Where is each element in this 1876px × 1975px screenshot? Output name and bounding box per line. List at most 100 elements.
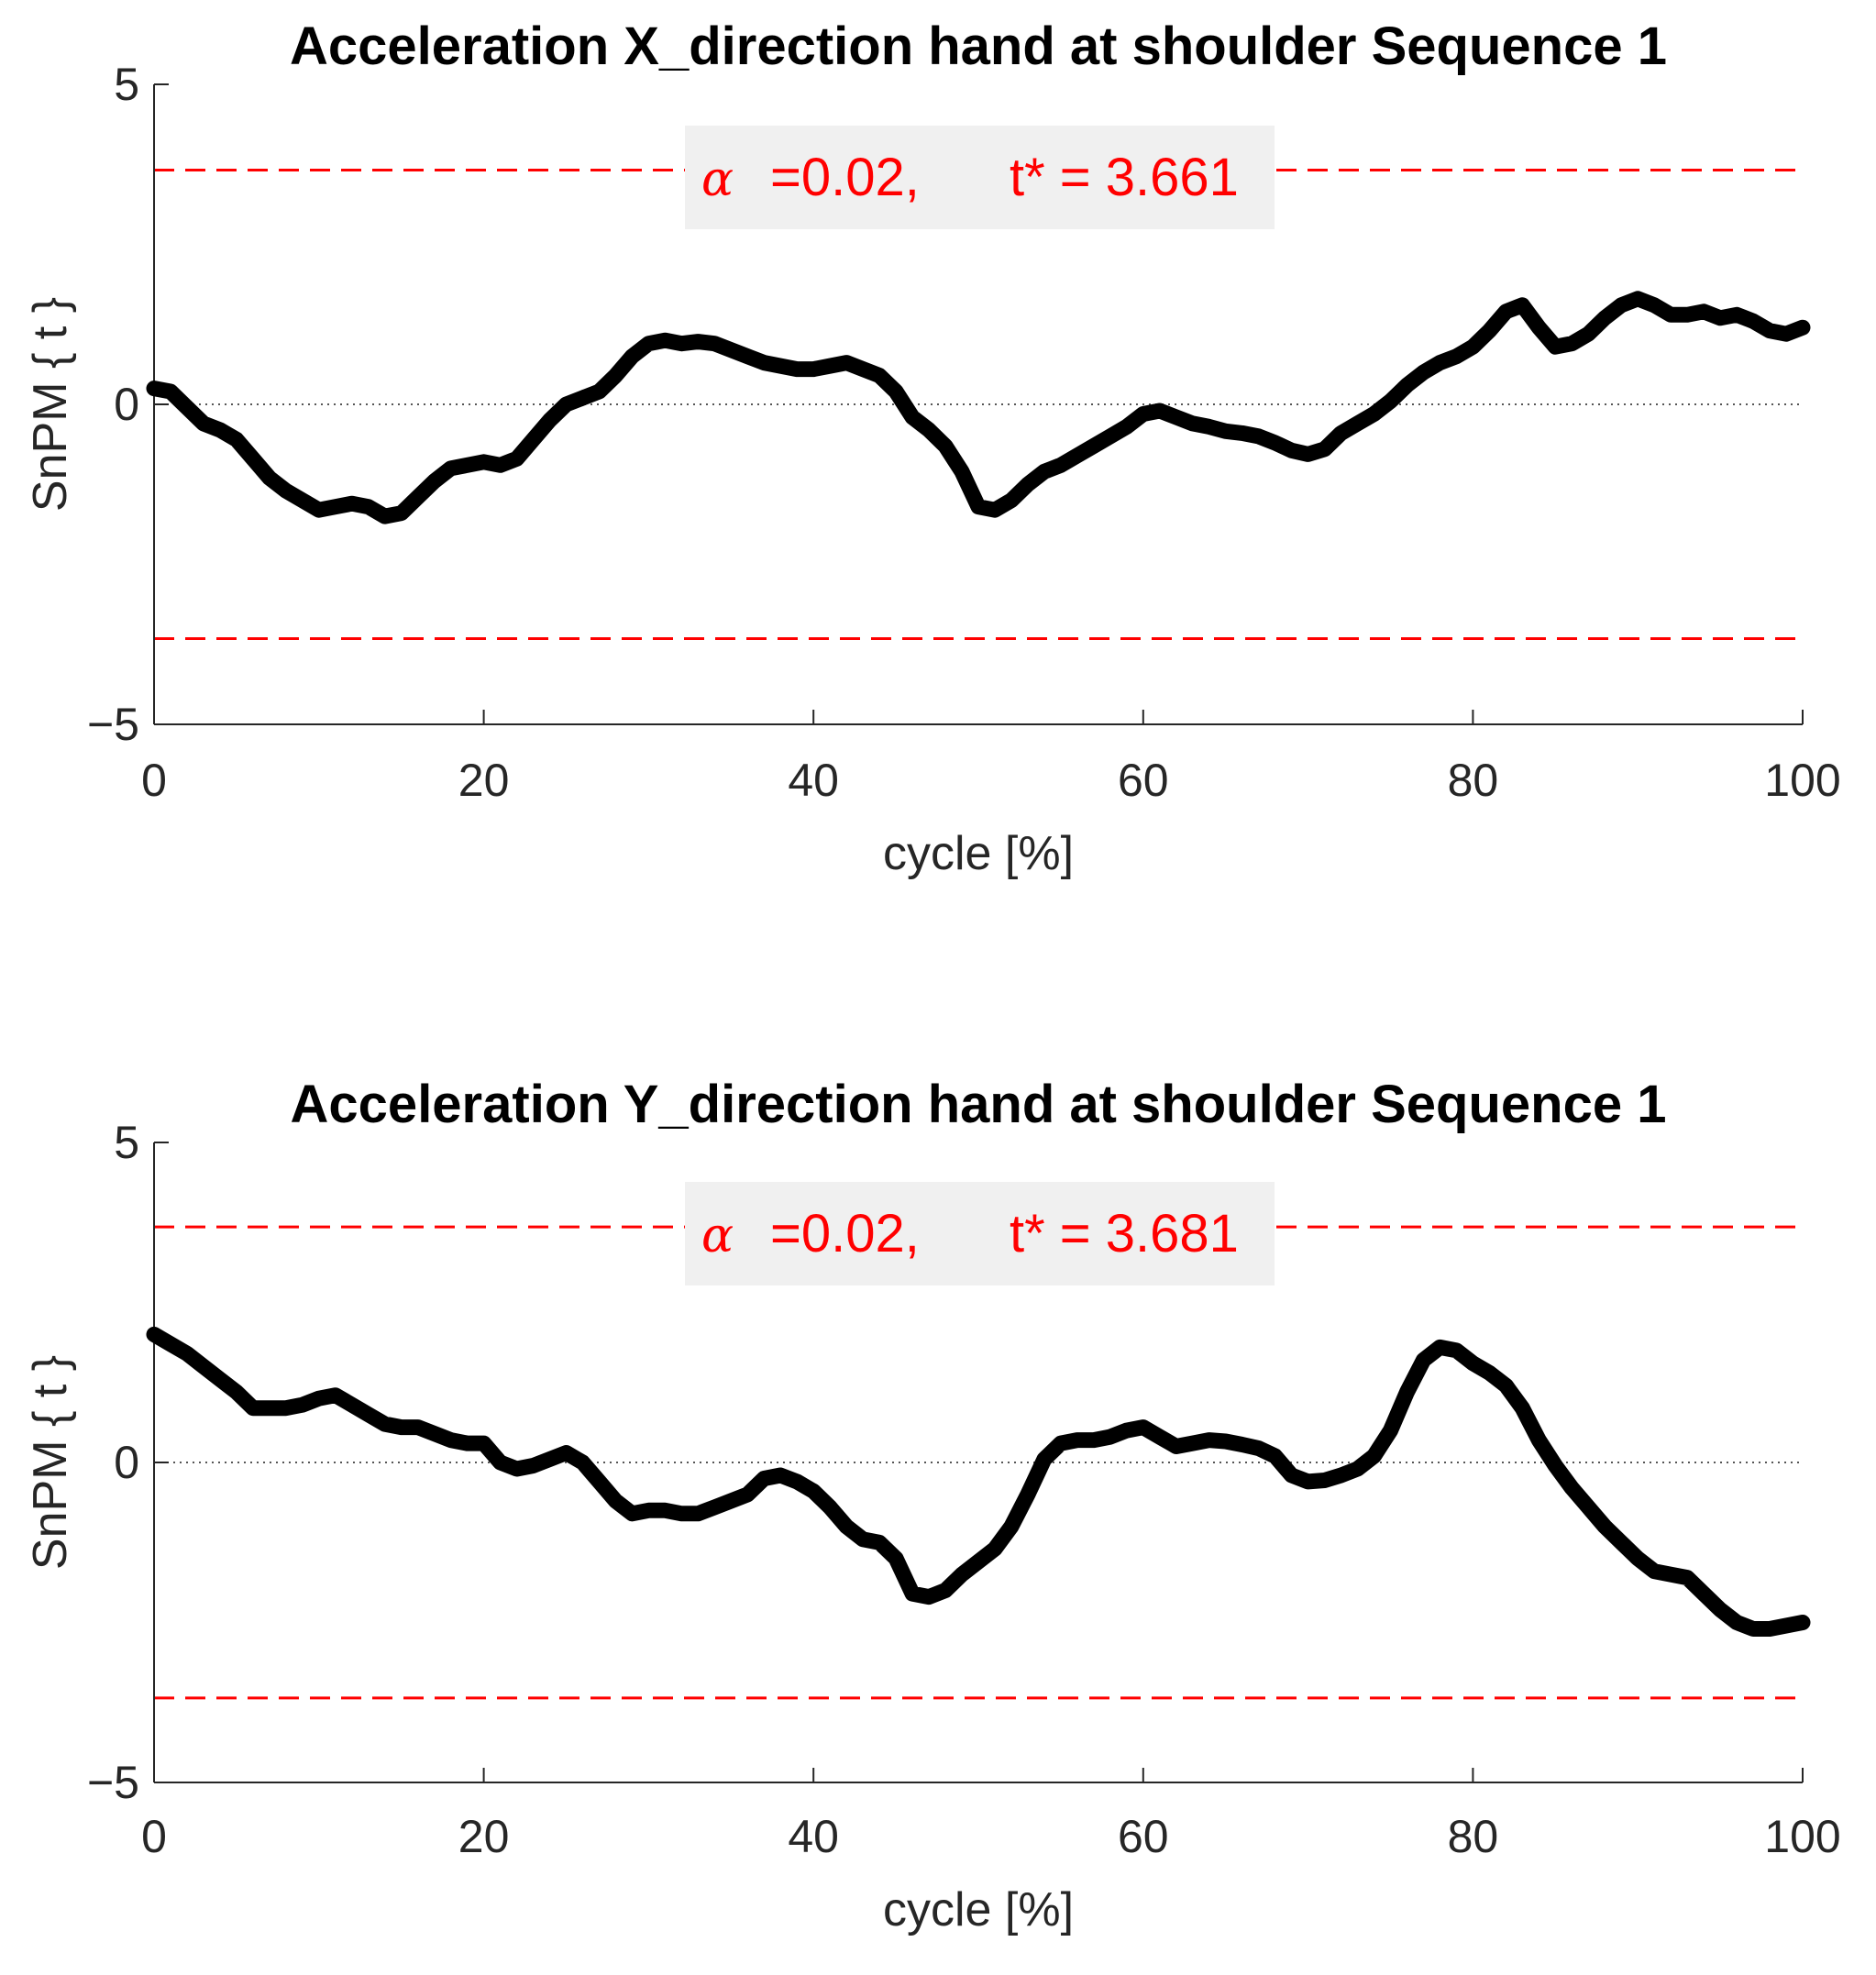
data-point: [203, 1366, 204, 1367]
x-axis-label: cycle [%]: [883, 827, 1074, 880]
annotation-background: [685, 1182, 1275, 1285]
data-point: [1225, 1440, 1226, 1441]
data-point: [1638, 298, 1639, 299]
data-point: [1555, 347, 1556, 348]
x-tick-label: 20: [458, 755, 510, 806]
data-point: [1572, 343, 1573, 344]
data-point: [154, 388, 155, 389]
data-point: [467, 465, 468, 466]
data-point: [731, 349, 732, 350]
chart-title: Acceleration Y_direction hand at shoulde…: [291, 1075, 1667, 1134]
data-point: [1258, 1448, 1259, 1449]
data-point: [994, 510, 995, 511]
data-point: [632, 1513, 633, 1514]
data-point: [318, 1398, 319, 1399]
data-point: [1489, 1373, 1490, 1374]
data-point: [236, 1392, 237, 1393]
data-point: [1423, 372, 1424, 373]
data-point: [384, 516, 385, 517]
x-tick-label: 40: [788, 755, 839, 806]
data-point: [1456, 356, 1457, 357]
y-axis-label: SnPM { t }: [24, 1355, 77, 1570]
panel-y-direction: Acceleration Y_direction hand at shoulde…: [24, 1075, 1841, 1936]
data-point: [1605, 1526, 1606, 1527]
data-point: [1060, 1443, 1061, 1444]
data-point: [1704, 311, 1705, 312]
data-point: [269, 1407, 270, 1408]
data-point: [417, 1427, 418, 1428]
data-point: [516, 1468, 517, 1469]
data-point: [516, 458, 517, 459]
data-point: [302, 500, 303, 501]
data-point: [1588, 1506, 1589, 1507]
data-point: [500, 465, 501, 466]
data-point: [665, 340, 666, 341]
data-point: [1638, 1558, 1639, 1559]
data-point: [582, 1462, 583, 1463]
y-tick-label: −5: [87, 699, 139, 750]
data-point: [1753, 321, 1754, 322]
data-point: [1803, 327, 1804, 328]
x-tick-label: 80: [1448, 755, 1499, 806]
data-point: [1291, 450, 1292, 451]
data-point: [1159, 1437, 1160, 1438]
x-tick-label: 100: [1764, 755, 1840, 806]
x-tick-label: 60: [1118, 1811, 1169, 1862]
series-line-snpm-t: [146, 291, 1811, 524]
data-point: [1109, 1437, 1110, 1438]
data-point: [1142, 1427, 1143, 1428]
data-point: [1770, 1628, 1771, 1629]
data-point: [962, 471, 963, 472]
data-point: [813, 1491, 814, 1492]
data-point: [780, 366, 781, 367]
data-point: [648, 1510, 649, 1511]
data-point: [863, 369, 864, 370]
tstar-value: t* = 3.681: [1010, 1204, 1239, 1263]
data-point: [549, 420, 550, 421]
threshold-annotation: α =0.02, t* = 3.661: [685, 126, 1275, 229]
data-point: [170, 1343, 171, 1344]
data-point: [1588, 334, 1589, 335]
data-point: [1060, 465, 1061, 466]
x-tick-label: 80: [1448, 1811, 1499, 1862]
data-point: [384, 1424, 385, 1425]
x-tick-label: 0: [141, 755, 167, 806]
data-point: [483, 461, 484, 462]
data-point: [1770, 330, 1771, 331]
data-point: [1522, 1407, 1523, 1408]
data-point: [1803, 1622, 1804, 1623]
data-point: [1241, 1444, 1242, 1445]
data-point: [1241, 433, 1242, 434]
data-point: [186, 407, 187, 408]
data-point: [1621, 304, 1622, 305]
data-point: [483, 1443, 484, 1444]
y-tick-label: 5: [114, 1117, 139, 1168]
data-point: [1291, 1474, 1292, 1475]
data-point: [1654, 1571, 1655, 1572]
data-point: [154, 1334, 155, 1335]
annotation-background: [685, 126, 1275, 229]
data-point: [219, 429, 220, 430]
data-point: [945, 1590, 946, 1591]
y-tick-label: 0: [114, 1437, 139, 1488]
data-point: [1687, 1577, 1688, 1578]
data-point: [747, 356, 748, 357]
data-point: [566, 1452, 567, 1453]
data-point: [1720, 317, 1721, 318]
x-axis-label: cycle [%]: [883, 1883, 1074, 1936]
data-point: [962, 1574, 963, 1575]
data-point: [813, 369, 814, 370]
alpha-symbol: α: [701, 152, 734, 207]
data-point: [417, 497, 418, 498]
data-point: [1605, 317, 1606, 318]
data-point: [1572, 1487, 1573, 1488]
data-point: [731, 1500, 732, 1501]
data-point: [846, 1526, 847, 1527]
data-point: [681, 343, 682, 344]
data-point: [1720, 1609, 1721, 1610]
data-point: [665, 1510, 666, 1511]
data-point: [1010, 1526, 1011, 1527]
data-point: [929, 429, 930, 430]
data-point: [1076, 455, 1077, 456]
